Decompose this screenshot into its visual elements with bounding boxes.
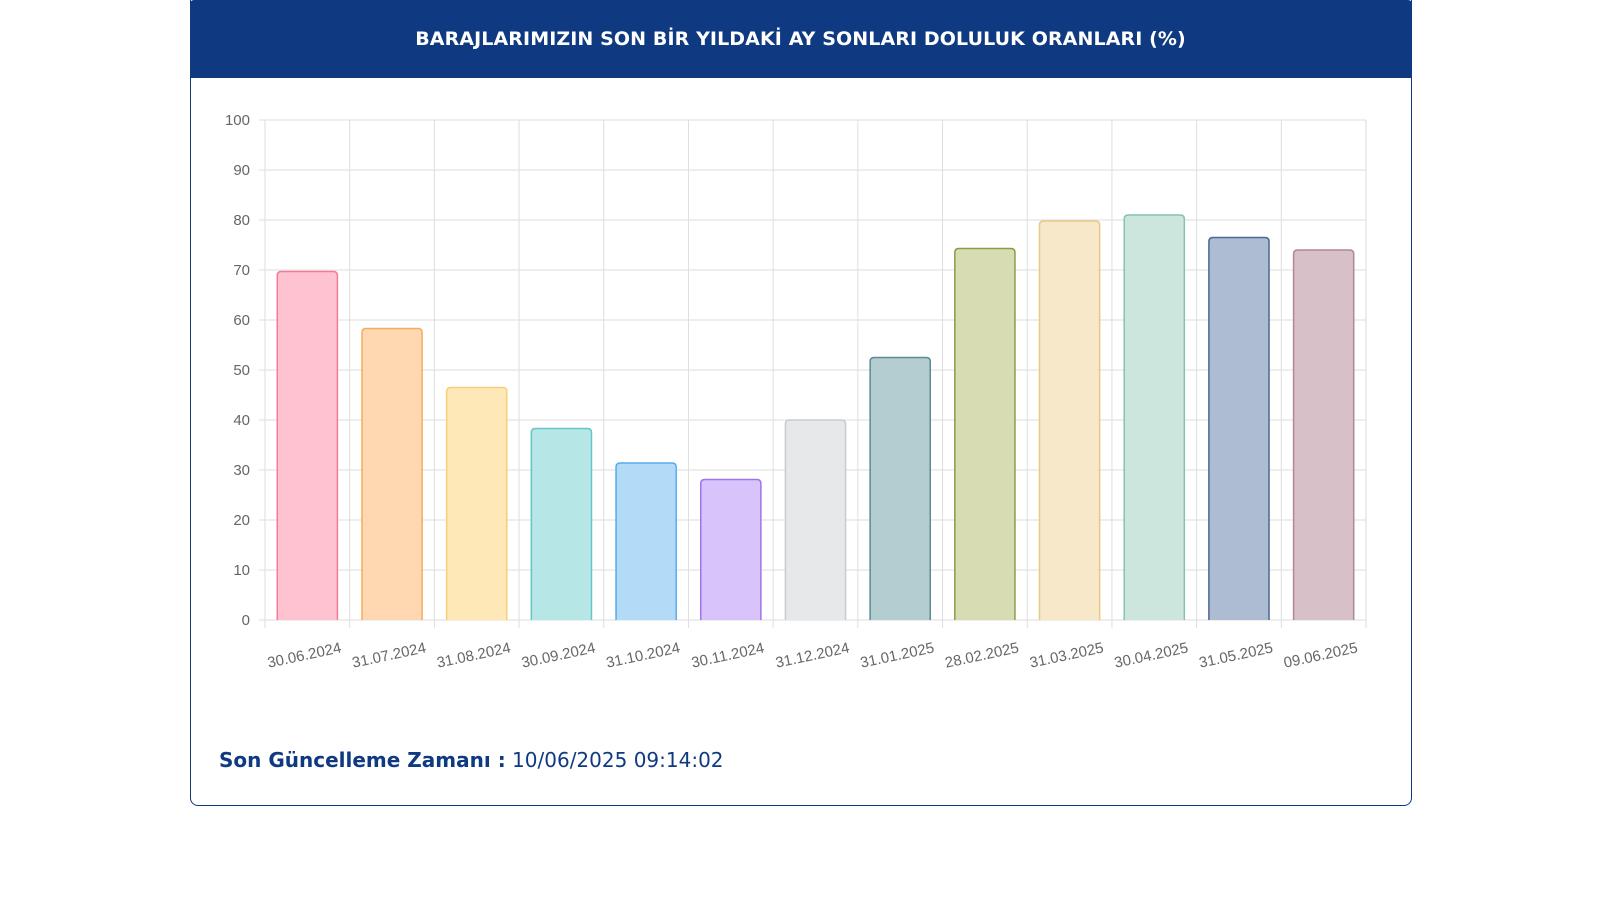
card-header: BARAJLARIMIZIN SON BİR YILDAKİ AY SONLAR… bbox=[189, 0, 1412, 78]
x-tick-label: 31.12.2024 bbox=[774, 639, 851, 671]
y-tick-label: 30 bbox=[233, 462, 250, 479]
y-tick-labels: 0 10 20 30 40 50 60 70 80 90 100 bbox=[225, 112, 250, 629]
bar-31.05.2025[interactable] bbox=[1208, 236, 1270, 621]
y-tick-label: 70 bbox=[233, 262, 250, 279]
chart-title: BARAJLARIMIZIN SON BİR YILDAKİ AY SONLAR… bbox=[415, 28, 1186, 50]
y-tick-label: 90 bbox=[233, 162, 250, 179]
bar-30.06.2024[interactable] bbox=[276, 270, 339, 621]
x-tick-label: 31.07.2024 bbox=[351, 639, 428, 671]
x-tick-label: 30.11.2024 bbox=[690, 640, 766, 672]
bar-30.11.2024[interactable] bbox=[699, 478, 762, 621]
x-tick-labels: 30.06.2024 31.07.2024 31.08.2024 30.09.2024… bbox=[266, 639, 1359, 671]
y-tick-label: 40 bbox=[233, 412, 250, 429]
x-tick-label: 31.05.2025 bbox=[1198, 639, 1275, 671]
last-update: Son Güncelleme Zamanı : 10/06/2025 09:14… bbox=[219, 748, 724, 772]
bar-31.08.2024[interactable] bbox=[445, 386, 508, 621]
x-tick-label: 28.02.2025 bbox=[943, 639, 1020, 671]
x-tick-label: 31.08.2024 bbox=[435, 639, 512, 671]
bar-09.06.2025[interactable] bbox=[1292, 249, 1355, 620]
x-tick-label: 30.06.2024 bbox=[266, 639, 343, 671]
bar-31.12.2024[interactable] bbox=[784, 419, 847, 620]
y-tick-label: 0 bbox=[242, 612, 250, 629]
bar-31.03.2025[interactable] bbox=[1038, 220, 1101, 620]
bars bbox=[276, 214, 1355, 621]
bar-30.04.2025[interactable] bbox=[1123, 214, 1186, 620]
x-tick-label: 31.03.2025 bbox=[1028, 639, 1105, 671]
bar-28.02.2025[interactable] bbox=[954, 247, 1016, 621]
y-tick-label: 100 bbox=[225, 112, 250, 129]
grid-lines bbox=[259, 119, 1367, 628]
x-tick-label: 31.01.2025 bbox=[859, 639, 936, 671]
y-tick-label: 60 bbox=[233, 312, 250, 329]
bar-31.07.2024[interactable] bbox=[361, 327, 423, 621]
bar-31.01.2025[interactable] bbox=[869, 356, 932, 621]
bar-31.10.2024[interactable] bbox=[615, 462, 677, 620]
bar-30.09.2024[interactable] bbox=[530, 427, 593, 621]
x-tick-label: 30.04.2025 bbox=[1113, 639, 1190, 671]
y-tick-label: 10 bbox=[233, 562, 250, 579]
y-tick-label: 80 bbox=[233, 212, 250, 229]
chart-card: BARAJLARIMIZIN SON BİR YILDAKİ AY SONLAR… bbox=[189, 0, 1412, 806]
last-update-label: Son Güncelleme Zamanı : bbox=[219, 748, 506, 772]
x-tick-label: 30.09.2024 bbox=[520, 639, 597, 671]
y-tick-label: 50 bbox=[233, 362, 250, 379]
bar-chart: 0 10 20 30 40 50 60 70 80 90 100 30.06.2024 31.07.2… bbox=[225, 112, 1367, 672]
y-tick-label: 20 bbox=[233, 512, 250, 529]
last-update-value: 10/06/2025 09:14:02 bbox=[505, 748, 724, 772]
x-tick-label: 09.06.2025 bbox=[1282, 639, 1359, 671]
x-tick-label: 31.10.2024 bbox=[605, 639, 682, 671]
